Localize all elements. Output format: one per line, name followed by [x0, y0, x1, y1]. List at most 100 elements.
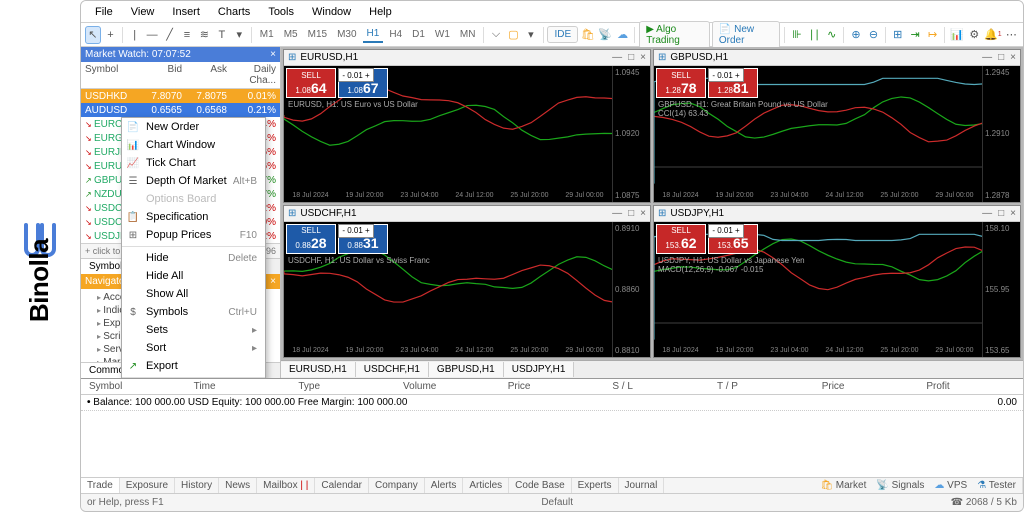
- close-icon[interactable]: ×: [640, 208, 646, 219]
- more-icon[interactable]: ⋯: [1004, 26, 1019, 44]
- menu-window[interactable]: Window: [304, 4, 359, 20]
- close-icon[interactable]: ×: [270, 49, 276, 60]
- context-menu-item[interactable]: ☰Depth Of MarketAlt+B: [122, 172, 265, 190]
- tf-mn[interactable]: MN: [456, 27, 480, 42]
- context-menu-item[interactable]: 📋Specification: [122, 208, 265, 226]
- context-menu-item[interactable]: ↗Export: [122, 357, 265, 375]
- menu-help[interactable]: Help: [361, 4, 400, 20]
- tf-h1[interactable]: H1: [363, 26, 384, 43]
- lot-input[interactable]: - 0.01 +: [338, 68, 374, 82]
- bars-icon[interactable]: ∣∣: [807, 26, 822, 44]
- tf-m1[interactable]: M1: [256, 27, 278, 42]
- chart-style-icon[interactable]: ▢: [506, 26, 521, 44]
- zoom-out-icon[interactable]: ⊖: [866, 26, 881, 44]
- ide-button[interactable]: IDE: [547, 26, 578, 43]
- terminal-tab[interactable]: Mailbox | |: [257, 478, 315, 493]
- terminal-tab[interactable]: News: [219, 478, 257, 493]
- terminal-tab[interactable]: Code Base: [509, 478, 571, 493]
- terminal-tab[interactable]: Company: [369, 478, 425, 493]
- chart-tab[interactable]: EURUSD,H1: [281, 362, 356, 377]
- context-menu-item[interactable]: ⊞Popup PricesF10: [122, 226, 265, 244]
- sell-button[interactable]: SELL1.2878: [656, 68, 706, 98]
- hline-icon[interactable]: —: [144, 26, 159, 44]
- chart-tab[interactable]: GBPUSD,H1: [429, 362, 504, 377]
- shift-icon[interactable]: ↦: [925, 26, 940, 44]
- minimize-icon[interactable]: —: [612, 208, 622, 219]
- market-watch-row[interactable]: USDHKD7.80707.80750.01%: [81, 89, 280, 103]
- signals-icon[interactable]: 📡: [598, 26, 613, 44]
- context-menu-item[interactable]: Show All: [122, 285, 265, 303]
- sell-button[interactable]: SELL153.62: [656, 224, 706, 254]
- trendline-icon[interactable]: ╱: [162, 26, 177, 44]
- chart-tab[interactable]: USDJPY,H1: [504, 362, 575, 377]
- strategy-tester-icon[interactable]: 📊: [949, 26, 964, 44]
- minimize-icon[interactable]: —: [982, 208, 992, 219]
- tf-w1[interactable]: W1: [431, 27, 454, 42]
- vps-icon[interactable]: ☁: [615, 26, 630, 44]
- tf-d1[interactable]: D1: [408, 27, 429, 42]
- tile-icon[interactable]: ⊞: [890, 26, 905, 44]
- menu-charts[interactable]: Charts: [210, 4, 258, 20]
- market-icon[interactable]: 🛍: [580, 26, 595, 44]
- context-menu-item[interactable]: Hide All: [122, 267, 265, 285]
- market-watch-row[interactable]: AUDUSD0.65650.65680.21%: [81, 103, 280, 117]
- terminal-status-item[interactable]: 📡 Signals: [876, 480, 924, 491]
- close-icon[interactable]: ×: [640, 52, 646, 63]
- tf-h4[interactable]: H4: [385, 27, 406, 42]
- terminal-tab[interactable]: History: [175, 478, 219, 493]
- new-order-button[interactable]: 📄 New Order: [712, 21, 780, 49]
- lot-input[interactable]: - 0.01 +: [708, 68, 744, 82]
- menu-tools[interactable]: Tools: [260, 4, 302, 20]
- templates-icon[interactable]: ▾: [523, 26, 538, 44]
- channel-icon[interactable]: ≡: [179, 26, 194, 44]
- tf-m5[interactable]: M5: [280, 27, 302, 42]
- context-menu-item[interactable]: HideDelete: [122, 249, 265, 267]
- maximize-icon[interactable]: □: [998, 52, 1004, 63]
- zoom-in-icon[interactable]: ⊕: [848, 26, 863, 44]
- autoscroll-icon[interactable]: ⇥: [907, 26, 922, 44]
- context-menu-item[interactable]: Sets▸: [122, 321, 265, 339]
- terminal-status-item[interactable]: ⚗ Tester: [977, 480, 1016, 491]
- cursor-tool-icon[interactable]: ↖: [85, 26, 101, 44]
- lot-input[interactable]: - 0.01 +: [708, 224, 744, 238]
- terminal-tab[interactable]: Alerts: [425, 478, 464, 493]
- crosshair-icon[interactable]: +: [103, 26, 118, 44]
- line-icon[interactable]: ∿: [824, 26, 839, 44]
- context-menu-item[interactable]: 📊Chart Window: [122, 136, 265, 154]
- notifications-icon[interactable]: 🔔1: [984, 26, 1002, 44]
- menu-view[interactable]: View: [123, 4, 163, 20]
- text-icon[interactable]: T: [214, 26, 229, 44]
- context-menu-item[interactable]: 📄New Order: [122, 118, 265, 136]
- terminal-tab[interactable]: Experts: [572, 478, 619, 493]
- terminal-tab[interactable]: Journal: [619, 478, 665, 493]
- terminal-tab[interactable]: Trade: [81, 478, 120, 493]
- menu-insert[interactable]: Insert: [164, 4, 208, 20]
- terminal-tab[interactable]: Calendar: [315, 478, 369, 493]
- sell-button[interactable]: SELL0.8828: [286, 224, 336, 254]
- vline-icon[interactable]: |: [127, 26, 142, 44]
- context-menu-item[interactable]: Sort▸: [122, 339, 265, 357]
- lot-input[interactable]: - 0.01 +: [338, 224, 374, 238]
- terminal-status-item[interactable]: 🛍 Market: [820, 480, 866, 491]
- tf-m30[interactable]: M30: [333, 27, 360, 42]
- terminal-tab[interactable]: Exposure: [120, 478, 175, 493]
- tf-m15[interactable]: M15: [304, 27, 331, 42]
- chart-tab[interactable]: USDCHF,H1: [356, 362, 429, 377]
- maximize-icon[interactable]: □: [628, 52, 634, 63]
- context-menu-item[interactable]: 📈Tick Chart: [122, 154, 265, 172]
- context-menu-item[interactable]: $SymbolsCtrl+U: [122, 303, 265, 321]
- terminal-tab[interactable]: Articles: [463, 478, 509, 493]
- sell-button[interactable]: SELL1.0864: [286, 68, 336, 98]
- chart-type-icon[interactable]: ⌵: [488, 26, 503, 44]
- shapes-icon[interactable]: ▾: [232, 26, 247, 44]
- algo-trading-button[interactable]: ▶ Algo Trading: [639, 21, 710, 49]
- candlestick-icon[interactable]: ⊪: [789, 26, 804, 44]
- settings-icon[interactable]: ⚙: [967, 26, 982, 44]
- terminal-status-item[interactable]: ☁ VPS: [934, 480, 967, 491]
- close-icon[interactable]: ×: [1010, 208, 1016, 219]
- menu-file[interactable]: File: [87, 4, 121, 20]
- maximize-icon[interactable]: □: [628, 208, 634, 219]
- maximize-icon[interactable]: □: [998, 208, 1004, 219]
- close-icon[interactable]: ×: [270, 276, 276, 287]
- close-icon[interactable]: ×: [1010, 52, 1016, 63]
